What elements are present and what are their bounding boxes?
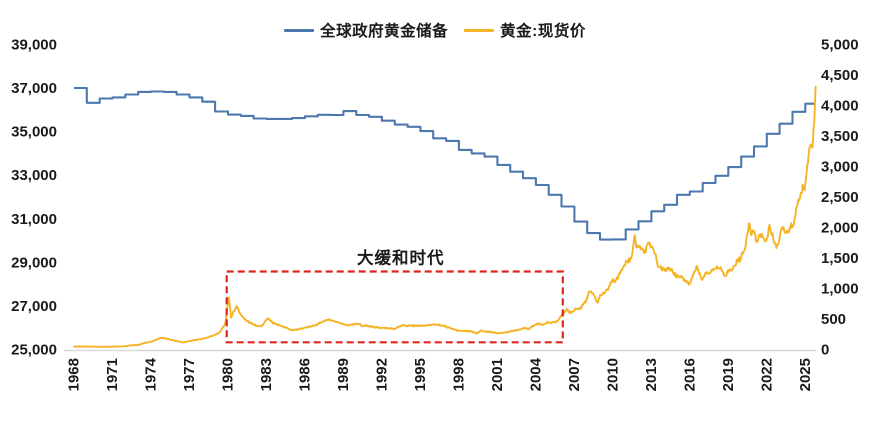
y-tick-right: 3,500 <box>821 128 859 145</box>
x-tick-year: 2001 <box>489 358 506 391</box>
x-tick-year: 2004 <box>527 357 544 391</box>
y-tick-right: 2,000 <box>821 220 859 237</box>
x-tick-year: 2013 <box>643 358 660 391</box>
y-tick-right: 0 <box>821 342 829 359</box>
y-axis-left-labels: 39,000 37,000 35,000 33,000 31,000 29,000 27,0… <box>11 37 57 359</box>
y-tick-right: 1,000 <box>821 281 859 298</box>
gold-price-series-line <box>73 85 817 348</box>
x-tick-year: 1986 <box>296 358 313 391</box>
y-tick-left: 31,000 <box>11 211 57 228</box>
legend-item-reserves: 全球政府黄金储备 <box>284 19 448 41</box>
x-axis-labels: 1968 1971 1974 1977 1980 1983 1986 1989 1992 1995… <box>66 357 814 391</box>
y-tick-left: 39,000 <box>11 37 57 54</box>
legend-item-gold-price: 黄金:现货价 <box>464 19 586 41</box>
x-tick-year: 1974 <box>142 357 159 391</box>
y-tick-right: 500 <box>821 311 846 328</box>
x-tick-year: 2025 <box>797 358 814 391</box>
y-tick-left: 35,000 <box>11 124 57 141</box>
x-tick-year: 2007 <box>566 358 583 391</box>
reserves-line-swatch <box>284 28 315 32</box>
y-tick-right: 4,500 <box>821 67 859 84</box>
great-moderation-box <box>225 270 564 344</box>
x-tick-year: 1977 <box>181 358 198 391</box>
x-tick-year: 2022 <box>758 358 775 391</box>
x-tick-year: 1989 <box>335 358 352 391</box>
y-tick-left: 25,000 <box>11 342 57 359</box>
y-tick-left: 33,000 <box>11 167 57 184</box>
x-tick-year: 1992 <box>373 358 390 391</box>
y-tick-left: 27,000 <box>11 298 57 315</box>
legend-label-reserves: 全球政府黄金储备 <box>320 23 449 40</box>
legend: 全球政府黄金储备 黄金:现货价 <box>0 19 870 41</box>
x-tick-year: 1968 <box>66 358 83 391</box>
x-tick-year: 2019 <box>720 358 737 391</box>
x-tick-year: 1980 <box>219 358 236 391</box>
y-tick-right: 4,000 <box>821 98 859 115</box>
y-tick-left: 29,000 <box>11 254 57 271</box>
x-tick-year: 1983 <box>258 358 275 391</box>
y-tick-right: 1,500 <box>821 250 859 267</box>
x-tick-year: 2016 <box>681 358 698 391</box>
x-tick-year: 1995 <box>412 358 429 391</box>
gold-price-line-swatch <box>464 28 495 32</box>
y-tick-right: 3,000 <box>821 159 859 176</box>
y-tick-right: 5,000 <box>821 37 859 54</box>
x-tick-year: 1971 <box>104 358 121 391</box>
legend-label-gold-price: 黄金:现货价 <box>500 23 586 40</box>
reserves-series-line <box>74 86 816 241</box>
annotation-label: 大缓和时代 <box>357 248 445 268</box>
x-tick-year: 2010 <box>604 358 621 391</box>
y-tick-left: 37,000 <box>11 80 57 97</box>
x-tick-year: 1998 <box>450 358 467 391</box>
y-tick-right: 2,500 <box>821 189 859 206</box>
y-axis-right-labels: 5,000 4,500 4,000 3,500 3,000 2,500 2,000 1,500… <box>821 37 859 359</box>
